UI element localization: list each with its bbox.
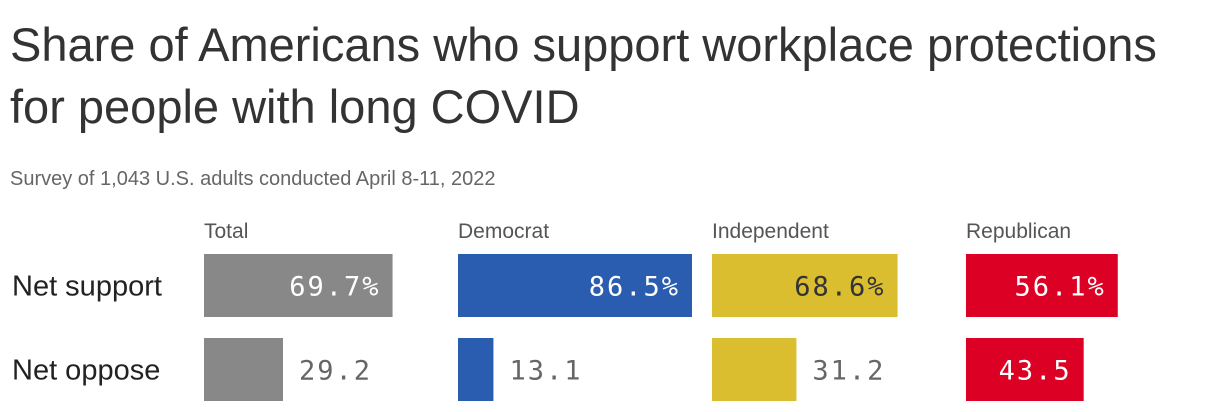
bar-independent-net-oppose [712,338,797,401]
column-header-independent: Independent [712,220,829,243]
data-label-democrat-net-oppose: 13.1 [509,356,582,387]
row-label-net-support: Net support [12,271,162,303]
row-label-net-oppose: Net oppose [12,355,160,387]
column-header-democrat: Democrat [458,220,549,243]
data-label-independent-net-oppose: 31.2 [812,356,885,387]
bar-democrat-net-oppose [458,338,494,401]
chart-subtitle: Survey of 1,043 U.S. adults conducted Ap… [10,168,496,190]
column-header-total: Total [204,220,248,243]
column-header-republican: Republican [966,220,1071,243]
bar-republican-net-oppose [966,338,1084,401]
data-label-total-net-oppose: 29.2 [299,356,372,387]
chart-title: Share of Americans who support workplace… [10,18,1157,133]
bar-total-net-support [204,254,393,317]
data-label-republican-net-oppose: 43.5 [999,356,1072,387]
data-label-total-net-support: 69.7% [289,272,380,303]
data-label-republican-net-support: 56.1% [1014,272,1105,303]
data-label-democrat-net-support: 86.5% [589,272,680,303]
bar-republican-net-support [966,254,1118,317]
bar-independent-net-support [712,254,898,317]
data-label-independent-net-support: 68.6% [794,272,885,303]
bar-democrat-net-support [458,254,692,317]
bar-total-net-oppose [204,338,283,401]
